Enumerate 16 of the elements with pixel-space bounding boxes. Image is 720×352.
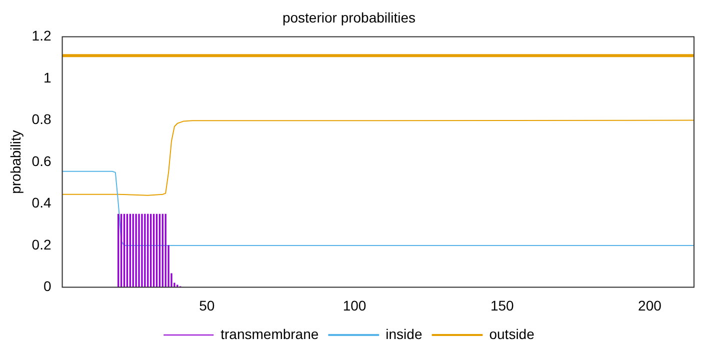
legend-label: inside bbox=[386, 326, 422, 342]
y-tick-label: 0 bbox=[43, 278, 52, 294]
legend-label: outside bbox=[489, 326, 535, 342]
x-tick-label: 200 bbox=[638, 297, 662, 314]
y-tick-label: 0.4 bbox=[32, 194, 52, 211]
y-tick-label: 1.2 bbox=[32, 28, 52, 44]
chart-title: posterior probabilities bbox=[282, 9, 416, 26]
x-tick-label: 150 bbox=[490, 297, 514, 314]
y-tick-label: 1 bbox=[43, 69, 52, 86]
x-tick-label: 100 bbox=[342, 297, 366, 314]
y-tick-label: 0.6 bbox=[32, 152, 52, 169]
y-axis-title: probability bbox=[7, 130, 24, 194]
legend-label: transmembrane bbox=[220, 326, 319, 342]
y-tick-label: 0.8 bbox=[32, 111, 52, 128]
x-tick-label: 50 bbox=[199, 297, 215, 314]
y-tick-label: 0.2 bbox=[32, 236, 52, 252]
